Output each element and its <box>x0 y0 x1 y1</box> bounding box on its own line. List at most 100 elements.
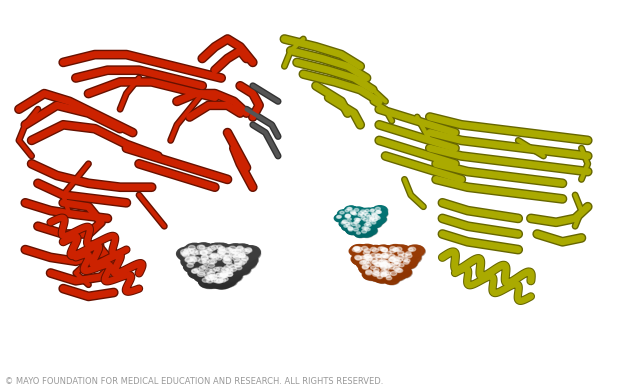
Circle shape <box>356 218 361 221</box>
Circle shape <box>216 270 237 282</box>
Circle shape <box>236 251 253 262</box>
Circle shape <box>216 279 222 283</box>
Circle shape <box>370 218 374 220</box>
Circle shape <box>181 248 202 261</box>
Circle shape <box>384 262 399 271</box>
Circle shape <box>360 216 371 223</box>
Circle shape <box>377 258 395 269</box>
Circle shape <box>359 228 374 237</box>
Circle shape <box>240 248 246 252</box>
Circle shape <box>209 255 216 259</box>
Circle shape <box>376 211 380 213</box>
Circle shape <box>209 244 228 255</box>
Circle shape <box>370 269 389 280</box>
Circle shape <box>372 270 389 281</box>
Circle shape <box>207 273 225 285</box>
Circle shape <box>233 245 253 257</box>
Circle shape <box>340 221 351 228</box>
Circle shape <box>208 243 226 255</box>
Circle shape <box>379 252 398 263</box>
Circle shape <box>372 213 377 216</box>
Circle shape <box>361 246 379 258</box>
Circle shape <box>380 270 398 281</box>
Circle shape <box>231 250 237 254</box>
Circle shape <box>199 266 205 270</box>
Circle shape <box>217 277 235 288</box>
Circle shape <box>176 247 198 261</box>
Circle shape <box>349 221 363 230</box>
Circle shape <box>209 260 215 264</box>
Circle shape <box>373 218 378 221</box>
Circle shape <box>239 253 245 257</box>
Circle shape <box>184 247 205 260</box>
Circle shape <box>240 254 245 258</box>
Circle shape <box>353 217 365 225</box>
Circle shape <box>341 219 355 228</box>
Circle shape <box>181 255 202 268</box>
Circle shape <box>348 209 362 218</box>
Circle shape <box>381 259 396 268</box>
Circle shape <box>374 206 388 215</box>
Circle shape <box>234 259 242 264</box>
Circle shape <box>380 261 395 270</box>
Circle shape <box>370 216 384 225</box>
Circle shape <box>346 227 358 234</box>
Circle shape <box>343 213 356 221</box>
Circle shape <box>185 243 204 255</box>
Circle shape <box>363 268 380 279</box>
Circle shape <box>202 266 221 278</box>
Circle shape <box>355 218 359 221</box>
Circle shape <box>239 254 245 257</box>
Circle shape <box>381 266 396 275</box>
Circle shape <box>221 273 226 277</box>
Circle shape <box>390 264 408 276</box>
Circle shape <box>216 273 223 277</box>
Circle shape <box>354 217 365 224</box>
Circle shape <box>346 207 358 214</box>
Circle shape <box>354 209 359 211</box>
Circle shape <box>361 210 375 219</box>
Circle shape <box>214 250 233 261</box>
Circle shape <box>217 252 234 263</box>
Circle shape <box>198 249 216 261</box>
Circle shape <box>387 248 404 258</box>
Circle shape <box>219 274 226 278</box>
Circle shape <box>377 245 392 254</box>
Circle shape <box>358 212 363 214</box>
Circle shape <box>387 264 392 267</box>
Circle shape <box>388 257 395 261</box>
Circle shape <box>378 271 394 281</box>
Circle shape <box>224 271 240 281</box>
Circle shape <box>385 252 391 255</box>
Circle shape <box>217 248 224 253</box>
Circle shape <box>191 266 207 276</box>
Circle shape <box>356 232 360 234</box>
Circle shape <box>373 206 387 214</box>
Circle shape <box>390 246 396 250</box>
Circle shape <box>198 259 205 263</box>
Circle shape <box>203 274 221 285</box>
Circle shape <box>389 254 406 265</box>
Circle shape <box>224 268 242 279</box>
Circle shape <box>366 222 370 225</box>
Circle shape <box>387 252 402 262</box>
Circle shape <box>347 227 359 235</box>
Circle shape <box>229 246 236 251</box>
Circle shape <box>364 249 370 253</box>
Circle shape <box>224 255 231 259</box>
Circle shape <box>392 256 407 265</box>
Circle shape <box>221 264 237 274</box>
Circle shape <box>394 249 412 260</box>
Circle shape <box>353 207 365 216</box>
Circle shape <box>368 256 387 267</box>
Circle shape <box>219 246 225 250</box>
Circle shape <box>352 248 358 252</box>
Circle shape <box>214 252 232 262</box>
Circle shape <box>353 228 358 231</box>
Circle shape <box>368 217 379 223</box>
Circle shape <box>193 269 214 282</box>
Circle shape <box>381 272 386 275</box>
Circle shape <box>351 220 364 227</box>
Circle shape <box>379 271 394 280</box>
Circle shape <box>209 252 227 263</box>
